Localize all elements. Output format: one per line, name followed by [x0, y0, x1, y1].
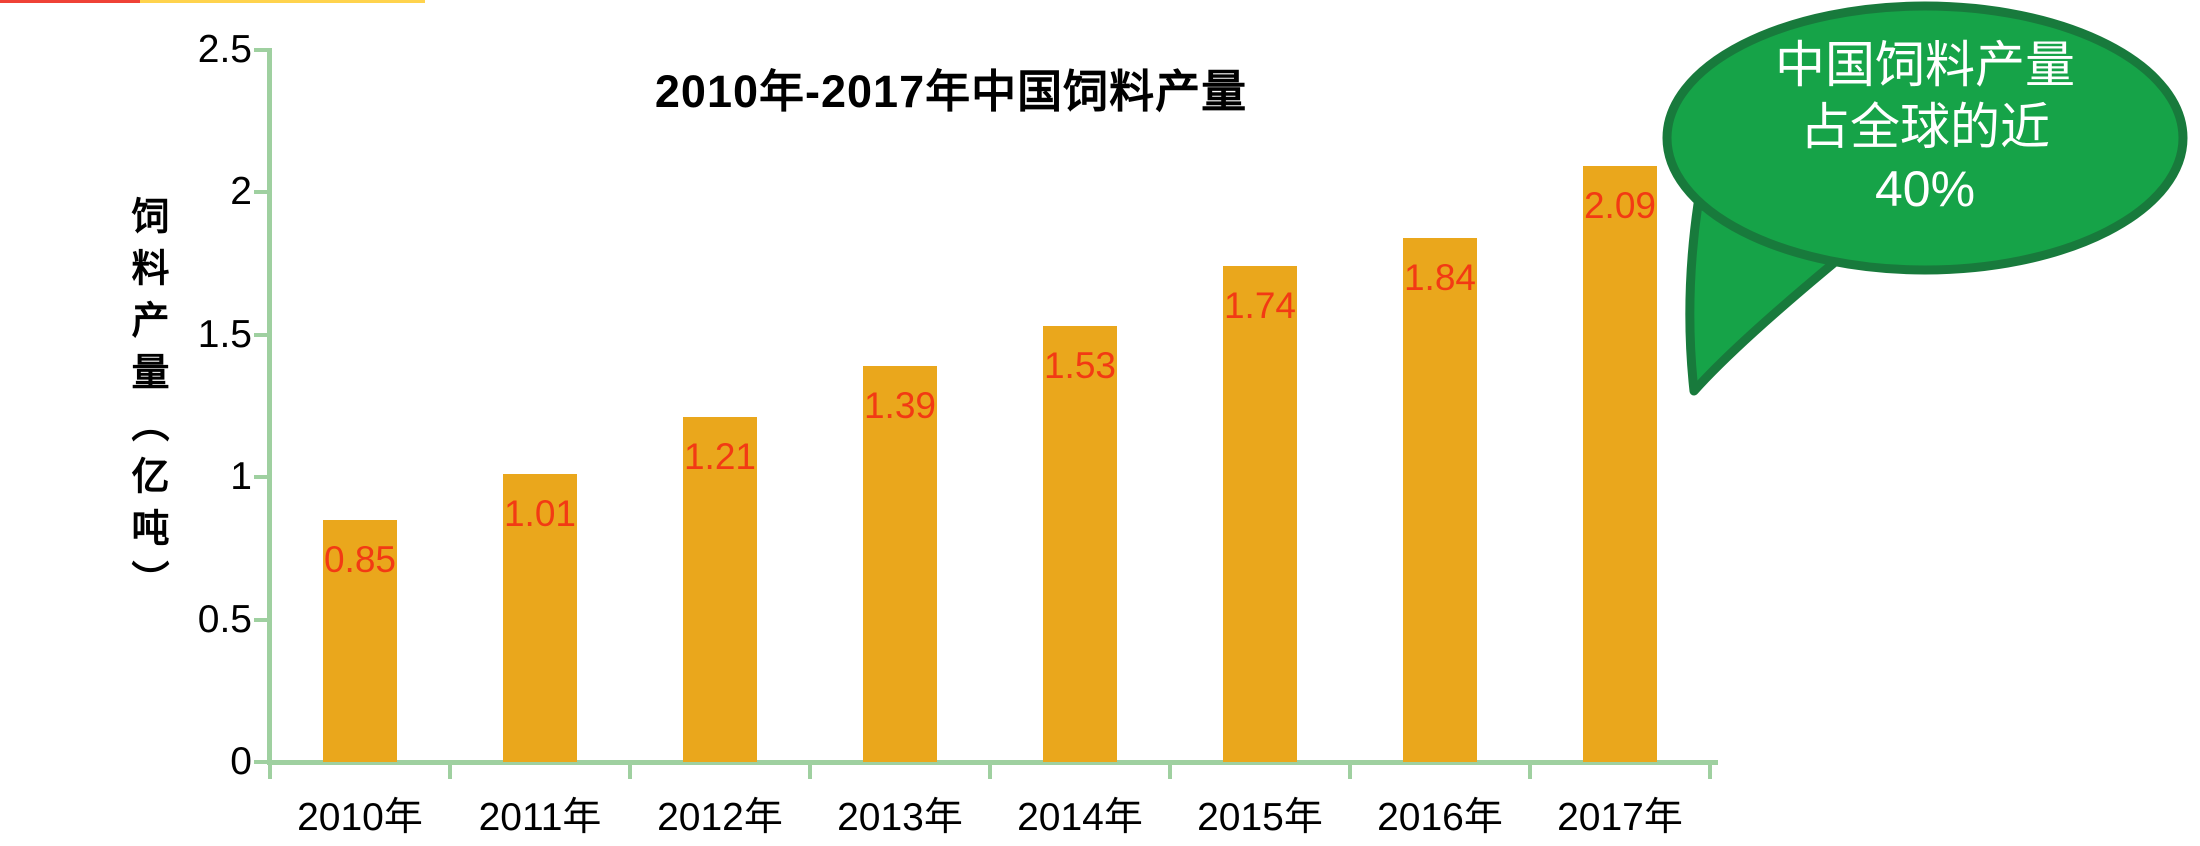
- x-tick-mark: [808, 763, 812, 779]
- x-axis-label-2010年: 2010年: [297, 796, 423, 839]
- bar-value-label: 0.85: [323, 539, 396, 580]
- speech-bubble-line-3: 40%: [1874, 161, 1976, 217]
- x-tick-mark: [1708, 763, 1712, 779]
- y-tick-label: 2.5: [197, 27, 252, 71]
- y-tick-label: 1: [230, 455, 252, 498]
- x-tick-mark: [628, 763, 632, 779]
- x-tick-mark: [1528, 763, 1532, 779]
- top-edge-red-line: [0, 0, 140, 3]
- x-axis-label-2014年: 2014年: [1017, 796, 1143, 839]
- y-tick-mark: [254, 190, 268, 194]
- chart-title: 2010年-2017年中国饲料产量: [654, 66, 1248, 117]
- speech-bubble-line-2: 占全球的近: [1800, 99, 2050, 155]
- y-tick-mark: [254, 617, 268, 622]
- x-axis-line: [267, 760, 1718, 765]
- speech-bubble-text: 中国饲料产量 占全球的近 40%: [1685, 34, 2165, 220]
- x-tick-mark: [268, 763, 272, 779]
- x-axis-label-2015年: 2015年: [1197, 796, 1323, 839]
- bar-value-label: 1.74: [1223, 285, 1296, 326]
- bar-value-label: 1.21: [683, 436, 756, 477]
- x-axis-label-2017年: 2017年: [1557, 796, 1683, 839]
- x-tick-mark: [988, 763, 992, 779]
- x-tick-mark: [1168, 763, 1172, 779]
- speech-bubble-line-1: 中国饲料产量: [1775, 37, 2075, 93]
- x-tick-mark: [1348, 763, 1352, 779]
- bar-2011年: 1.01: [503, 474, 577, 762]
- bar-2014年: 1.53: [1043, 326, 1117, 762]
- speech-bubble-ellipse: [1662, 1, 2188, 275]
- x-axis-label-2016年: 2016年: [1377, 796, 1503, 839]
- y-tick-label: 0: [230, 740, 252, 783]
- bar-2012年: 1.21: [683, 417, 757, 762]
- bar-value-label: 1.84: [1403, 257, 1476, 298]
- bar-2015年: 1.74: [1223, 266, 1297, 762]
- top-edge-yellow-line: [140, 0, 425, 3]
- bar-value-label: 2.09: [1583, 185, 1656, 226]
- y-tick-mark: [254, 332, 268, 337]
- y-tick-mark: [254, 47, 268, 52]
- x-axis-label-2013年: 2013年: [837, 796, 963, 839]
- bar-value-label: 1.01: [503, 493, 576, 534]
- y-axis-line: [267, 48, 272, 764]
- x-axis-label-2012年: 2012年: [657, 796, 783, 839]
- y-tick-label: 0.5: [197, 597, 252, 641]
- y-tick-label: 2: [230, 170, 252, 213]
- bar-2010年: 0.85: [323, 520, 397, 762]
- bar-2016年: 1.84: [1403, 238, 1477, 762]
- y-tick-mark: [254, 760, 268, 764]
- y-tick-label: 1.5: [197, 312, 252, 356]
- y-axis-title: 饲料产量（亿吨）: [125, 196, 167, 612]
- x-axis-label-2011年: 2011年: [478, 796, 602, 839]
- bar-value-label: 1.53: [1043, 345, 1116, 386]
- bar-2017年: 2.09: [1583, 166, 1657, 762]
- speech-bubble-callout: [1662, 1, 2188, 396]
- y-tick-mark: [254, 475, 268, 479]
- bar-value-label: 1.39: [863, 385, 936, 426]
- bar-2013年: 1.39: [863, 366, 937, 762]
- x-tick-mark: [448, 763, 452, 779]
